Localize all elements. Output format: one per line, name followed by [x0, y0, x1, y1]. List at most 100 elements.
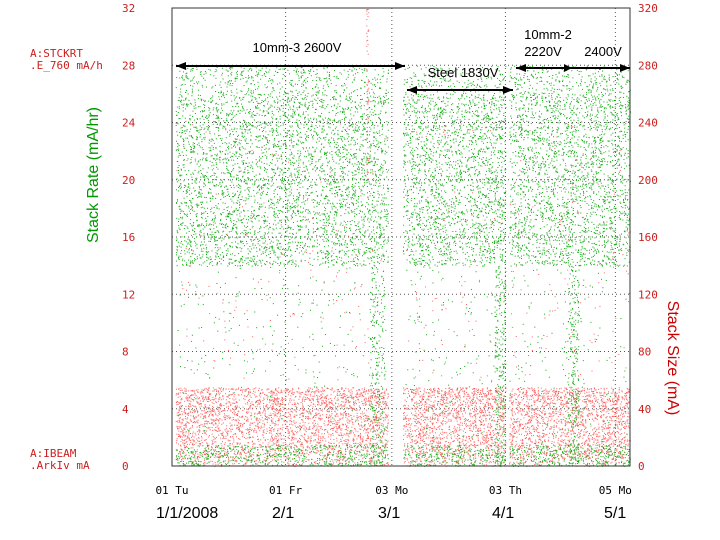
stack-size-point: [559, 411, 561, 413]
stack-size-point: [425, 443, 427, 445]
stack-size-point: [601, 429, 603, 431]
stack-size-point: [371, 402, 373, 404]
stack-size-point: [410, 424, 412, 426]
stack-size-point: [210, 412, 212, 414]
stack-size-point: [302, 415, 304, 417]
stack-size-point: [487, 429, 489, 431]
stack-size-point: [207, 428, 209, 430]
stack-size-point: [331, 413, 333, 415]
stack-size-point: [457, 417, 459, 419]
stack-size-point: [384, 439, 386, 441]
stack-size-point: [500, 462, 502, 464]
stack-size-point: [616, 448, 618, 450]
stack-size-point: [187, 437, 189, 439]
stack-size-point: [312, 399, 314, 401]
stack-size-point: [554, 394, 556, 396]
stack-size-point: [571, 423, 573, 425]
stack-size-point: [350, 407, 352, 409]
stack-size-point: [246, 456, 248, 458]
stack-size-point: [611, 399, 613, 401]
stack-size-point: [618, 424, 620, 426]
stack-size-point: [381, 458, 383, 460]
stack-size-point: [500, 407, 502, 409]
stack-size-point: [522, 427, 524, 429]
stack-size-point: [542, 433, 544, 435]
stack-size-point: [359, 415, 361, 417]
stack-size-point: [346, 448, 348, 450]
stack-size-point: [444, 463, 446, 465]
stack-size-point: [342, 437, 344, 439]
stack-size-point: [431, 457, 433, 459]
stack-size-point: [526, 437, 528, 439]
stack-size-point: [213, 441, 215, 443]
stack-size-point: [211, 423, 213, 425]
stack-size-point: [537, 441, 539, 443]
stack-size-point: [355, 403, 357, 405]
stack-size-point: [287, 425, 289, 427]
stack-size-point: [227, 432, 229, 434]
stack-size-point: [578, 431, 580, 433]
stack-size-point: [477, 389, 479, 391]
stack-size-point: [626, 420, 628, 422]
stack-size-point: [475, 403, 477, 405]
stack-size-point: [302, 450, 304, 452]
stack-size-point: [590, 390, 592, 392]
stack-size-point: [220, 443, 222, 445]
stack-size-point: [489, 402, 491, 404]
stack-size-point: [571, 411, 573, 413]
stack-size-point: [422, 441, 424, 443]
stack-size-point: [176, 425, 178, 427]
stack-size-point: [560, 403, 562, 405]
stack-size-point: [567, 402, 569, 404]
stack-size-point: [269, 407, 271, 409]
stack-size-point: [346, 443, 348, 445]
stack-size-point: [600, 417, 602, 419]
stack-size-point: [220, 389, 222, 391]
stack-size-point: [601, 438, 603, 440]
stack-size-point: [222, 433, 224, 435]
stack-size-point: [182, 439, 184, 441]
stack-size-point: [582, 457, 584, 459]
stack-size-point: [528, 411, 530, 413]
stack-size-point: [538, 436, 540, 438]
stack-size-point: [432, 391, 434, 393]
stack-size-point: [291, 437, 293, 439]
stack-size-point: [353, 428, 355, 430]
stack-size-point: [268, 462, 270, 464]
stack-size-point: [444, 413, 446, 415]
stack-size-point: [302, 397, 304, 399]
stack-size-point: [458, 459, 460, 461]
stack-size-point: [203, 398, 205, 400]
stack-size-point: [351, 458, 353, 460]
stack-size-point: [351, 406, 353, 408]
stack-size-point: [457, 438, 459, 440]
stack-size-point: [583, 401, 585, 403]
stack-size-point: [203, 415, 205, 417]
stack-size-point: [459, 397, 461, 399]
stack-size-point: [278, 419, 280, 421]
stack-size-point: [378, 440, 380, 442]
stack-size-point: [618, 450, 620, 452]
stack-size-point: [481, 421, 483, 423]
stack-size-point: [614, 393, 616, 395]
stack-size-point: [503, 389, 505, 391]
stack-size-point: [473, 425, 475, 427]
stack-size-point: [263, 429, 265, 431]
stack-size-point: [329, 422, 331, 424]
stack-size-point: [294, 437, 296, 439]
stack-size-point: [386, 415, 388, 417]
stack-size-point: [565, 451, 567, 453]
stack-size-point: [365, 432, 367, 434]
stack-size-point: [239, 454, 241, 456]
stack-size-point: [340, 395, 342, 397]
stack-size-point: [592, 438, 594, 440]
stack-size-point: [305, 418, 307, 420]
stack-size-point: [266, 428, 268, 430]
stack-size-point: [251, 422, 253, 424]
stack-size-point: [278, 445, 280, 447]
stack-size-point: [245, 388, 247, 390]
stack-size-point: [441, 404, 443, 406]
stack-size-point: [184, 429, 186, 431]
stack-size-point: [258, 440, 260, 442]
stack-size-point: [509, 400, 511, 402]
